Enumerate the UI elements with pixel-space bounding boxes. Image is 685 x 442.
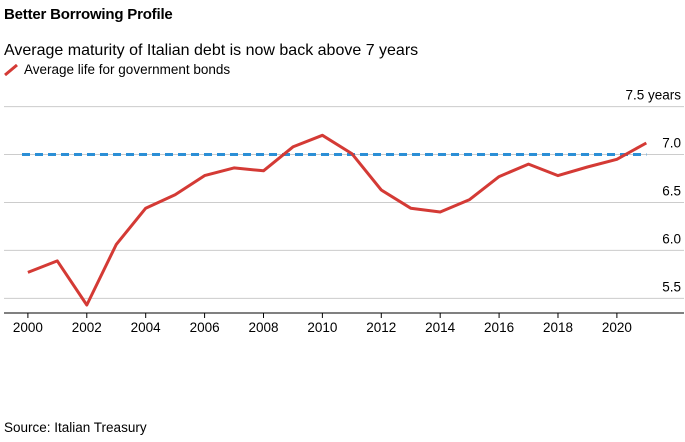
x-tick-label: 2012 — [366, 320, 396, 335]
x-tick-label: 2020 — [602, 320, 632, 335]
series-group — [27, 133, 648, 307]
gridlines — [4, 106, 684, 299]
x-tick-label: 2000 — [13, 320, 43, 335]
x-axis: 2000 2002 2004 2006 2008 2010 2012 2014 2016 2018… — [4, 312, 684, 335]
y-tick-label: 7.0 — [662, 136, 681, 151]
legend-line-icon — [4, 63, 18, 76]
x-tick-label: 2008 — [248, 320, 278, 335]
x-tick-label: 2004 — [131, 320, 162, 335]
chart-title: Better Borrowing Profile — [4, 6, 173, 23]
x-tick-label: 2014 — [425, 320, 456, 335]
chart-subtitle: Average maturity of Italian debt is now … — [4, 42, 419, 59]
y-tick-label: 6.0 — [662, 231, 681, 246]
source-note: Source: Italian Treasury — [4, 420, 147, 435]
x-tick-label: 2010 — [307, 320, 337, 335]
x-tick-label: 2016 — [484, 320, 514, 335]
legend-label: Average life for government bonds — [24, 62, 231, 77]
series-line — [27, 133, 648, 307]
y-tick-label: 6.5 — [662, 183, 681, 198]
x-tick-label: 2006 — [190, 320, 220, 335]
y-axis-labels: 5.5 6.0 6.5 7.0 7.5 years — [625, 88, 681, 295]
y-tick-label: 5.5 — [662, 279, 681, 294]
x-tick-label: 2018 — [543, 320, 573, 335]
y-tick-label: 7.5 years — [625, 88, 681, 103]
legend: Average life for government bonds — [4, 62, 230, 77]
x-tick-label: 2002 — [72, 320, 102, 335]
